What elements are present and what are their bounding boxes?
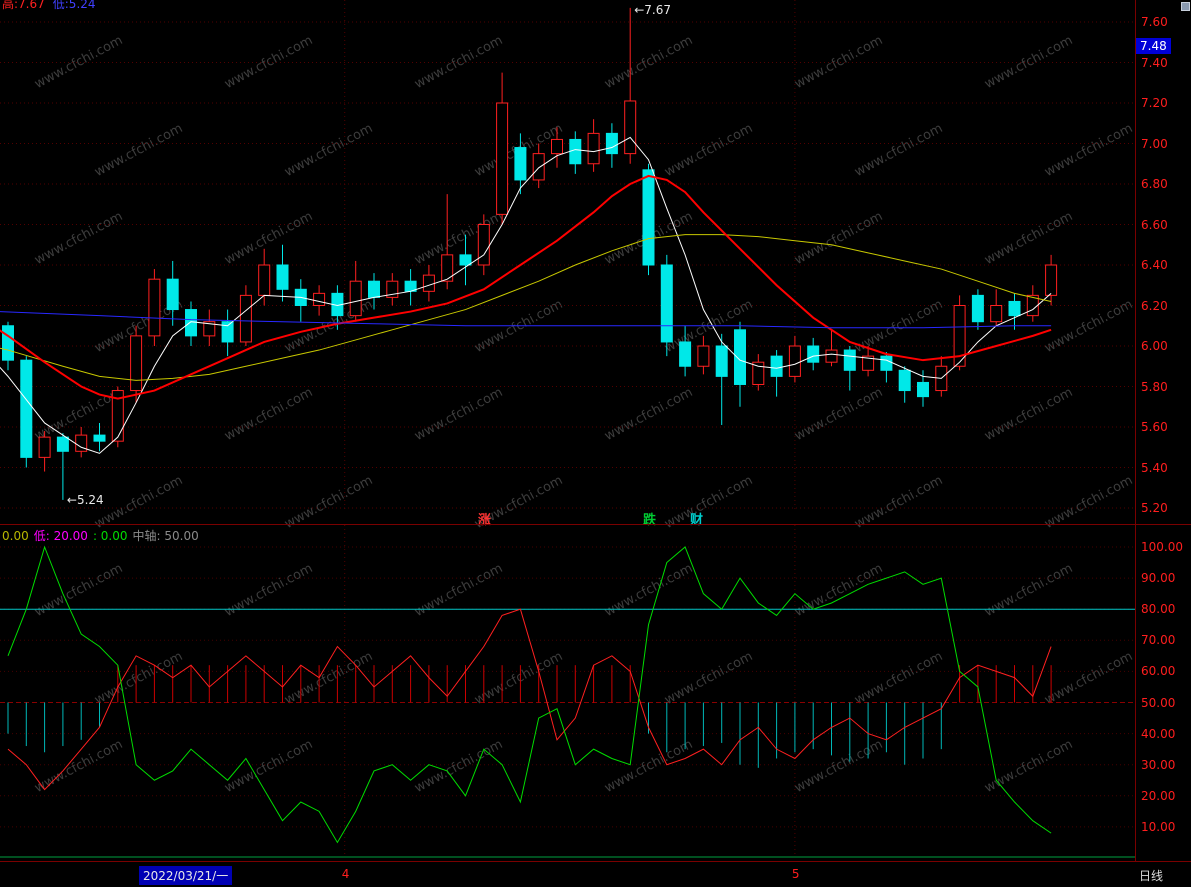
- oscillator-legend-segment: 0.00: [2, 529, 29, 543]
- oscillator-axis-label: 90.00: [1141, 571, 1176, 586]
- price-axis-label: 6.40: [1141, 258, 1168, 272]
- price-axis-label: 5.40: [1141, 460, 1168, 475]
- price-axis-label: 6.20: [1141, 298, 1168, 313]
- month-marker: 5: [791, 867, 800, 881]
- kline-legend-low: 低:5.24: [52, 0, 96, 11]
- corner-button[interactable]: [1181, 2, 1190, 11]
- panel-divider-line: [0, 524, 1191, 525]
- oscillator-axis-label: 50.00: [1141, 695, 1176, 710]
- oscillator-axis-label: 20.00: [1141, 788, 1176, 803]
- price-axis-label: 6.60: [1141, 217, 1168, 232]
- price-axis-label: 5.20: [1141, 501, 1168, 515]
- price-axis-label: 6.80: [1141, 177, 1168, 191]
- oscillator-legend-segment: 低: 20.00: [33, 529, 88, 543]
- month-marker: 4: [341, 867, 350, 881]
- oscillator-axis-label: 10.00: [1141, 819, 1176, 834]
- axis-divider-line: [1135, 0, 1136, 861]
- indicator-tab-涨[interactable]: 涨: [478, 513, 492, 528]
- oscillator-axis-label: 30.00: [1141, 757, 1176, 772]
- oscillator-legend-segment: 中轴: 50.00: [132, 529, 199, 543]
- indicator-tab-跌[interactable]: 跌: [643, 513, 657, 528]
- current-price-badge: 7.48: [1136, 38, 1171, 55]
- high-price-annotation: ←7.67: [634, 2, 671, 17]
- right-axis: 7.48 7.60 7.40 7.20 7.00 6.80 6.60 6.40 6.20 6.0…: [1136, 0, 1191, 861]
- oscillator-axis-label: 70.00: [1141, 633, 1176, 648]
- period-label[interactable]: 日线: [1139, 869, 1164, 883]
- oscillator-axis-label: 40.00: [1141, 726, 1176, 741]
- kline-panel[interactable]: 高:7.67 低:5.24 ←7.67 ←5.24: [0, 0, 1135, 510]
- price-axis-label: 7.20: [1141, 96, 1168, 110]
- kline-legend: 高:7.67 低:5.24: [2, 0, 96, 12]
- indicator-tab-财[interactable]: 财: [690, 513, 704, 528]
- oscillator-legend: 0.00 低: 20.00 : 0.00 中轴: 50.00: [2, 527, 204, 544]
- kline-legend-high: 高:7.67: [2, 0, 45, 11]
- bottom-divider-line: [0, 861, 1191, 862]
- time-axis-bar: 2022/03/21/一 日线 4 5: [0, 862, 1191, 887]
- date-label: 2022/03/21/一: [139, 866, 233, 885]
- price-axis-label: 7.40: [1141, 55, 1168, 70]
- oscillator-chart[interactable]: [0, 525, 1135, 860]
- oscillator-axis-label: 80.00: [1141, 602, 1176, 617]
- price-axis-label: 5.60: [1141, 420, 1168, 434]
- kline-chart[interactable]: [0, 0, 1135, 512]
- low-price-annotation: ←5.24: [66, 492, 104, 507]
- price-axis-label: 7.60: [1141, 15, 1168, 29]
- oscillator-axis-label: 100.00: [1141, 540, 1183, 554]
- price-axis-label: 7.00: [1141, 136, 1168, 151]
- price-axis-label: 5.80: [1141, 379, 1168, 394]
- oscillator-axis-label: 60.00: [1141, 664, 1176, 679]
- indicator-tab-strip: 涨跌财: [0, 508, 1135, 528]
- price-axis-label: 6.00: [1141, 339, 1168, 353]
- oscillator-panel[interactable]: 0.00 低: 20.00 : 0.00 中轴: 50.00: [0, 525, 1135, 860]
- oscillator-legend-segment: : 0.00: [92, 529, 128, 543]
